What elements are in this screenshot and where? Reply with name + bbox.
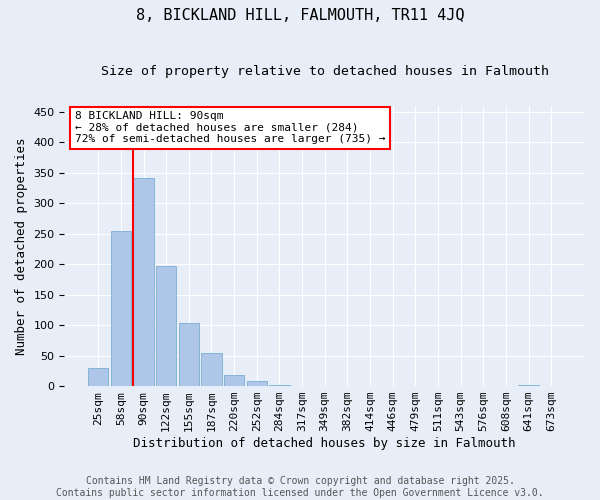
- Text: 8 BICKLAND HILL: 90sqm
← 28% of detached houses are smaller (284)
72% of semi-de: 8 BICKLAND HILL: 90sqm ← 28% of detached…: [75, 111, 385, 144]
- Bar: [111, 230, 131, 386]
- Bar: [247, 381, 267, 386]
- Bar: [518, 385, 539, 386]
- Bar: [224, 375, 244, 386]
- Bar: [133, 178, 154, 386]
- Text: Contains HM Land Registry data © Crown copyright and database right 2025.
Contai: Contains HM Land Registry data © Crown c…: [56, 476, 544, 498]
- Text: 8, BICKLAND HILL, FALMOUTH, TR11 4JQ: 8, BICKLAND HILL, FALMOUTH, TR11 4JQ: [136, 8, 464, 22]
- Bar: [156, 266, 176, 386]
- Y-axis label: Number of detached properties: Number of detached properties: [15, 137, 28, 354]
- Bar: [88, 368, 109, 386]
- Bar: [179, 324, 199, 386]
- Bar: [201, 352, 221, 386]
- Title: Size of property relative to detached houses in Falmouth: Size of property relative to detached ho…: [101, 65, 549, 78]
- Bar: [269, 385, 290, 386]
- X-axis label: Distribution of detached houses by size in Falmouth: Distribution of detached houses by size …: [133, 437, 516, 450]
